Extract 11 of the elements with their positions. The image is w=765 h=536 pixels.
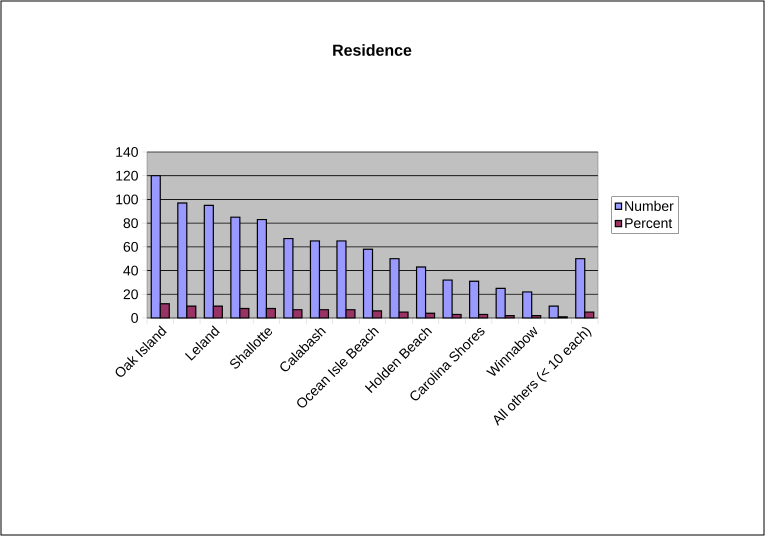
legend-label: Percent [625, 218, 672, 228]
chart-title: Residence [333, 44, 412, 56]
y-tick-label: 40 [123, 266, 138, 276]
y-tick-label: 60 [124, 242, 138, 252]
y-tick-label: 100 [116, 194, 138, 204]
y-tick-label: 140 [116, 147, 138, 157]
y-tick-label: 80 [124, 218, 138, 228]
y-tick-label: 0 [131, 313, 138, 323]
y-tick-label: 120 [116, 170, 138, 181]
y-tick-label: 20 [124, 289, 138, 300]
legend-label: Number [625, 200, 674, 211]
